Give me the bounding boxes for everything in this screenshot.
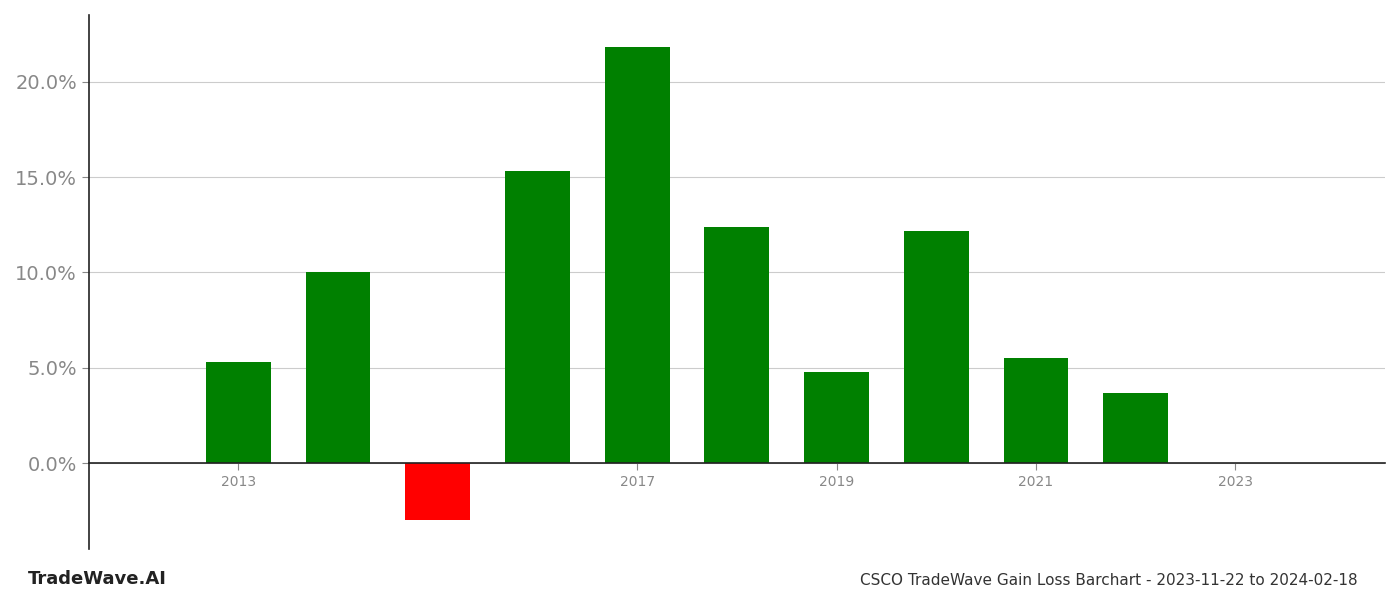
Bar	[1103, 392, 1168, 463]
Text: TradeWave.AI: TradeWave.AI	[28, 570, 167, 588]
Bar	[605, 47, 669, 463]
Bar	[704, 227, 770, 463]
Bar	[305, 272, 371, 463]
Bar	[206, 362, 270, 463]
Bar	[904, 230, 969, 463]
Bar	[1004, 358, 1068, 463]
Bar	[505, 172, 570, 463]
Text: CSCO TradeWave Gain Loss Barchart - 2023-11-22 to 2024-02-18: CSCO TradeWave Gain Loss Barchart - 2023…	[861, 573, 1358, 588]
Bar	[804, 371, 869, 463]
Bar	[406, 463, 470, 520]
